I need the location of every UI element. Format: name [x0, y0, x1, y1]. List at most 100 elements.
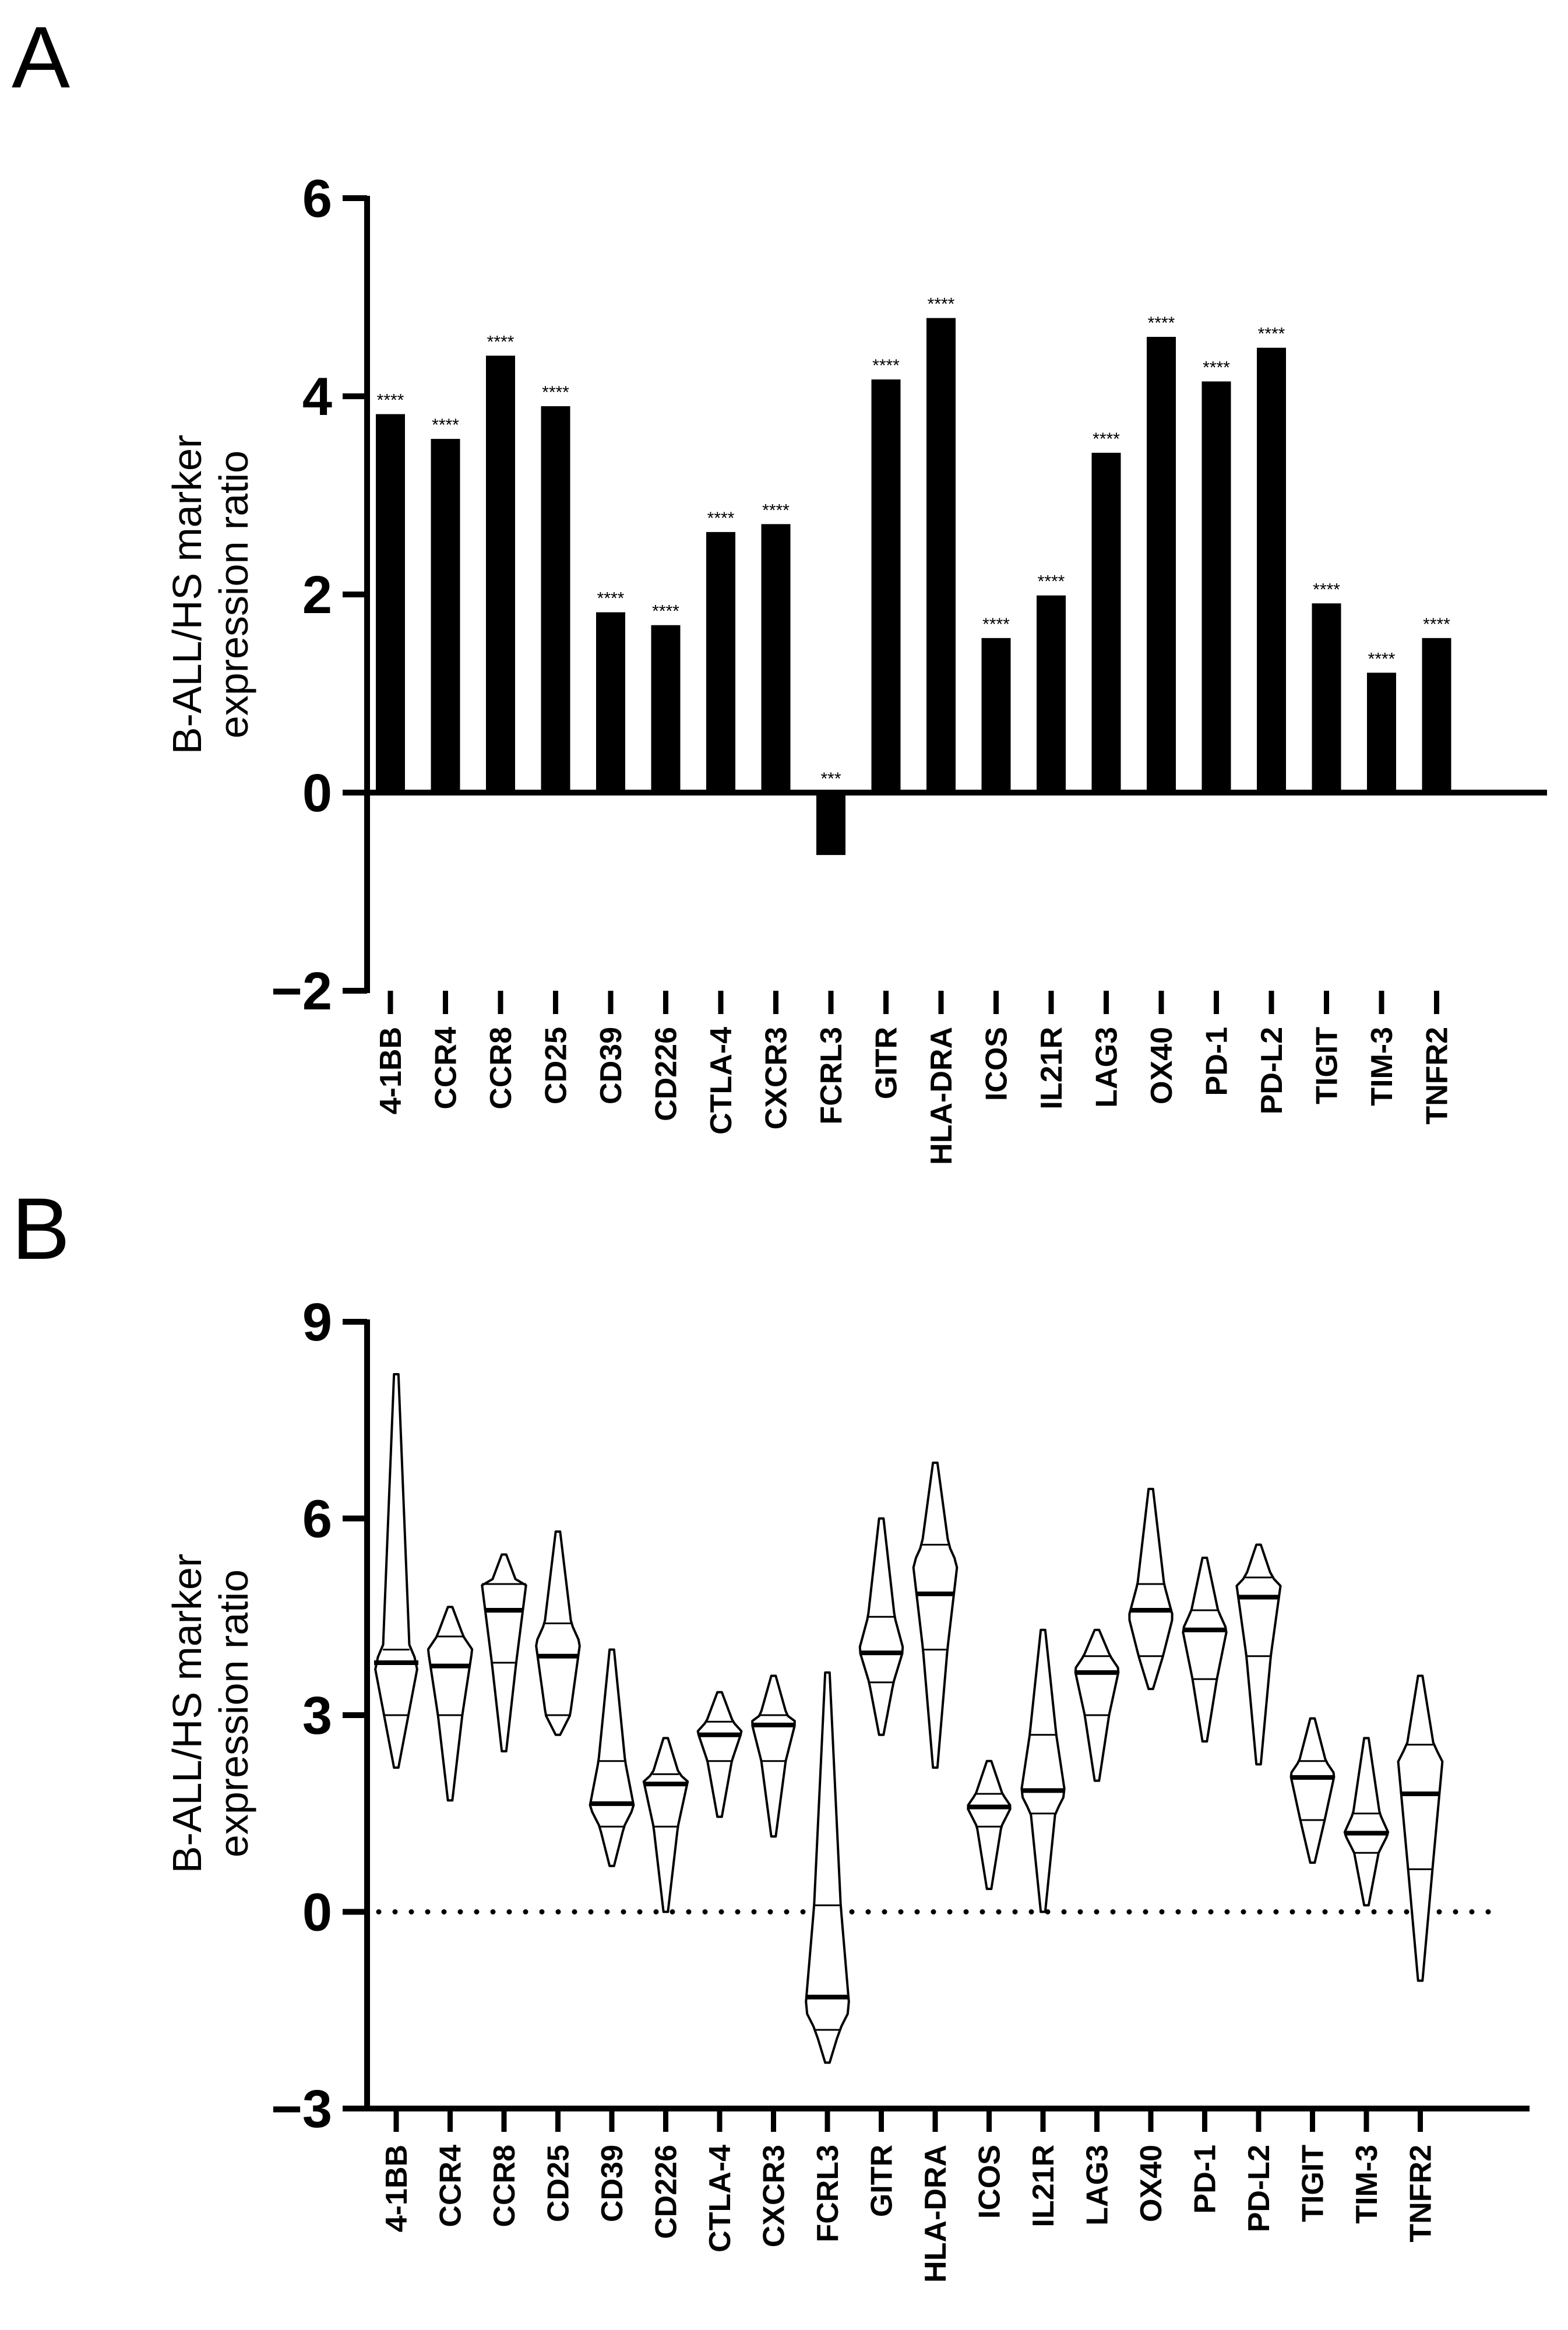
x-tick-label-pd-1: PD-1	[1200, 1027, 1234, 1096]
x-tick-label-ox40: OX40	[1145, 1027, 1179, 1104]
significance-label-4-1bb: ****	[377, 391, 404, 410]
violin-cxcr3	[751, 1674, 796, 1838]
violin-pd-l2	[1235, 1543, 1282, 1766]
bar-chart-a: 6 4 2 0 −2 B-ALL/HS marker expression ratio ***…	[164, 169, 1547, 1165]
significance-label-cd39: ****	[597, 589, 625, 608]
y-tick-label: 0	[302, 763, 332, 823]
y-tick-label: −2	[271, 962, 332, 1021]
bar-fcrl3	[816, 793, 845, 856]
x-tick-label-lag3: LAG3	[1090, 1027, 1124, 1108]
x-tick-label-il21r: IL21R	[1027, 2145, 1060, 2227]
significance-label-pd-l2: ****	[1258, 325, 1285, 344]
x-tick-label-cxcr3: CXCR3	[757, 2145, 791, 2247]
x-tick-label-hla-dra: HLA-DRA	[925, 1027, 959, 1165]
x-tick-label-cd226: CD226	[650, 2145, 683, 2239]
violin-tigit	[1289, 1717, 1336, 1864]
significance-label-cxcr3: ****	[762, 501, 790, 520]
bar-ox40	[1147, 337, 1176, 793]
x-tick-label-ccr8: CCR8	[484, 1027, 518, 1110]
x-tick-label-il21r: IL21R	[1035, 1027, 1069, 1110]
y-tick-label: 0	[302, 1883, 332, 1942]
bar-cd25	[541, 406, 570, 793]
significance-label-ccr8: ****	[487, 332, 515, 351]
bar-ccr8	[486, 356, 515, 793]
bar-hla-dra	[926, 318, 956, 793]
bar-pd-1	[1201, 381, 1231, 793]
x-tick-label-ox40: OX40	[1134, 2145, 1168, 2222]
violin-pd-1	[1182, 1557, 1228, 1743]
significance-label-pd-1: ****	[1203, 358, 1230, 378]
x-tick-label-fcrl3: FCRL3	[811, 2145, 845, 2243]
y-tick-label: 6	[302, 169, 332, 228]
x-tick-label-icos: ICOS	[980, 1027, 1014, 1101]
x-tick-label-4-1bb: 4-1BB	[380, 2145, 414, 2232]
y-tick-label: 4	[302, 367, 332, 427]
violin-ccr8	[481, 1553, 527, 1752]
y-tick-label: 6	[302, 1490, 332, 1549]
violin-cd226	[642, 1737, 689, 1913]
x-tick-label-cd39: CD39	[596, 2145, 629, 2222]
significance-label-cd25: ****	[542, 383, 569, 402]
x-tick-label-tim-3: TIM-3	[1350, 2145, 1384, 2224]
x-tick-label-tigit: TIGIT	[1296, 2145, 1330, 2222]
x-tick-label-cd25: CD25	[540, 1027, 573, 1104]
significance-label-gitr: ****	[872, 356, 900, 375]
x-tick-label-tigit: TIGIT	[1310, 1027, 1344, 1104]
significance-label-lag3: ****	[1093, 430, 1120, 449]
y-tick-label: 3	[302, 1686, 332, 1745]
violin-ctla-4	[696, 1691, 743, 1818]
violin-icos	[967, 1759, 1012, 1891]
x-tick-label-gitr: GITR	[865, 2145, 899, 2217]
bar-icos	[981, 638, 1011, 793]
x-tick-label-icos: ICOS	[973, 2145, 1007, 2219]
violin-fcrl3	[805, 1671, 850, 2064]
bar-il21r	[1037, 595, 1066, 793]
bar-cd39	[596, 612, 625, 793]
bar-cd226	[651, 625, 681, 793]
x-tick-label-ccr4: CCR4	[434, 2145, 468, 2227]
significance-label-icos: ****	[982, 615, 1010, 634]
y-tick-label: 2	[302, 565, 332, 625]
violin-gitr	[858, 1517, 904, 1736]
significance-label-tigit: ****	[1313, 580, 1340, 599]
violin-hla-dra	[912, 1461, 959, 1769]
violin-il21r	[1020, 1628, 1066, 1913]
y-axis-label: B-ALL/HS marker	[164, 1554, 210, 1873]
y-axis-label: expression ratio	[211, 450, 256, 738]
x-tick-label-ccr8: CCR8	[488, 2145, 522, 2227]
significance-label-cd226: ****	[652, 602, 679, 621]
significance-label-hla-dra: ****	[928, 295, 955, 314]
violin-cd39	[589, 1648, 635, 1867]
x-tick-label-tnfr2: TNFR2	[1404, 2145, 1438, 2243]
x-tick-label-ccr4: CCR4	[429, 1027, 463, 1110]
bar-gitr	[871, 379, 901, 793]
x-tick-label-cd226: CD226	[650, 1027, 683, 1121]
x-tick-label-cxcr3: CXCR3	[760, 1027, 794, 1129]
bar-lag3	[1091, 452, 1121, 793]
violin-ccr4	[427, 1606, 474, 1802]
y-tick-label: −3	[271, 2079, 332, 2139]
significance-label-ctla-4: ****	[707, 509, 735, 528]
significance-label-tnfr2: ****	[1423, 615, 1450, 634]
significance-label-ox40: ****	[1148, 314, 1175, 333]
y-axis-label: B-ALL/HS marker	[164, 435, 210, 754]
violin-tim-3	[1343, 1737, 1390, 1907]
x-tick-label-gitr: GITR	[870, 1027, 904, 1099]
significance-label-tim-3: ****	[1368, 649, 1396, 668]
violin-tnfr2	[1397, 1674, 1444, 1982]
bar-tigit	[1312, 603, 1341, 793]
bar-tim-3	[1367, 673, 1396, 793]
y-tick-label: 9	[302, 1293, 332, 1352]
panel-label-a: A	[12, 8, 70, 106]
violin-cd25	[535, 1530, 581, 1736]
bar-4-1bb	[376, 414, 405, 793]
significance-label-ccr4: ****	[432, 416, 459, 435]
x-tick-label-tim-3: TIM-3	[1365, 1027, 1399, 1106]
x-tick-label-tnfr2: TNFR2	[1421, 1027, 1454, 1125]
violin-4-1bb	[374, 1373, 418, 1769]
violin-ox40	[1128, 1487, 1174, 1690]
violin-lag3	[1074, 1628, 1120, 1782]
violin-chart-b: 9 6 3 0 −3 B-ALL/HS marker expression ratio 4-1…	[164, 1293, 1530, 2283]
x-tick-label-cd39: CD39	[594, 1027, 628, 1104]
